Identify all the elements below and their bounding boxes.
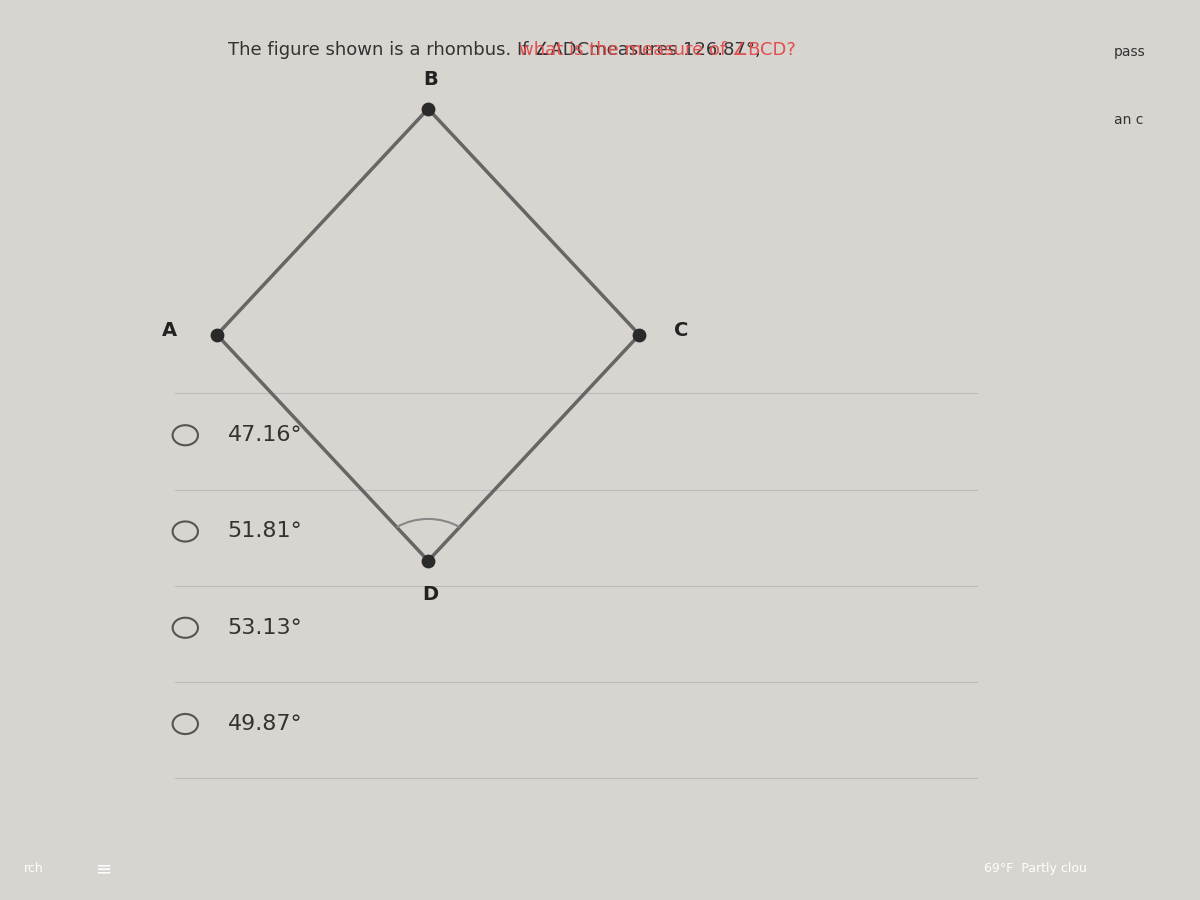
Point: [419, 102, 438, 116]
Text: what is the measure of ∠BCD?: what is the measure of ∠BCD?: [520, 40, 796, 58]
Point: [419, 554, 438, 568]
Text: ≡: ≡: [96, 859, 113, 878]
Text: an c: an c: [1114, 112, 1142, 127]
Text: C: C: [674, 321, 689, 340]
Text: B: B: [422, 70, 438, 89]
Text: rch: rch: [24, 862, 43, 875]
Point: [208, 328, 227, 342]
Text: 51.81°: 51.81°: [228, 521, 302, 542]
Point: [630, 328, 649, 342]
Text: 53.13°: 53.13°: [228, 617, 302, 638]
Text: pass: pass: [1114, 45, 1145, 59]
Text: The figure shown is a rhombus. If ∠ADCmeasures 126.87°,: The figure shown is a rhombus. If ∠ADCme…: [228, 40, 766, 58]
Text: 49.87°: 49.87°: [228, 714, 302, 734]
Text: A: A: [162, 321, 178, 340]
Text: D: D: [422, 585, 438, 604]
Text: 69°F  Partly clou: 69°F Partly clou: [984, 862, 1087, 875]
Text: 47.16°: 47.16°: [228, 425, 302, 446]
